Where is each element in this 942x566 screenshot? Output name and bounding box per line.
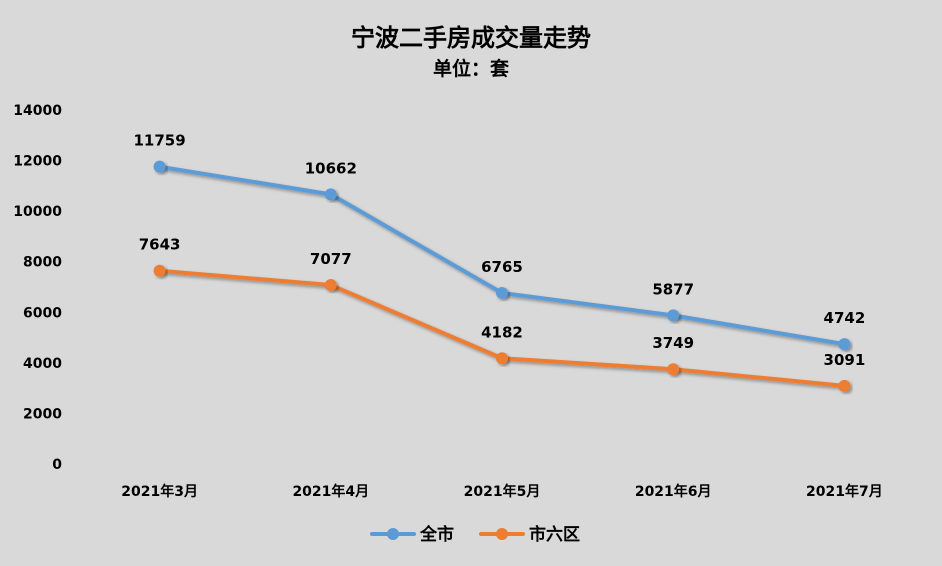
chart-subtitle: 单位：套 — [433, 57, 510, 80]
data-point-series-1 — [496, 352, 508, 365]
data-point-series-0 — [324, 188, 337, 201]
data-point-series-0 — [838, 338, 851, 351]
legend: 全市 市六区 — [370, 524, 580, 545]
data-point-series-0 — [496, 286, 508, 299]
data-label-series-0: 10662 — [305, 159, 357, 177]
legend-marker-0 — [387, 528, 399, 540]
chart-title: 宁波二手房成交量走势 — [351, 24, 591, 52]
y-tick-label: 0 — [52, 457, 62, 473]
y-tick-label: 4000 — [23, 356, 62, 372]
y-tick-label: 14000 — [13, 103, 62, 119]
y-tick-label: 6000 — [23, 305, 62, 321]
data-label-series-1: 3749 — [652, 334, 694, 352]
legend-label-0: 全市 — [419, 524, 454, 545]
y-tick-label: 10000 — [13, 204, 62, 220]
data-point-series-1 — [838, 379, 851, 392]
data-point-series-1 — [324, 279, 337, 292]
data-label-series-1: 7077 — [310, 250, 352, 268]
data-label-series-0: 11759 — [134, 132, 186, 150]
y-tick-label: 8000 — [23, 255, 62, 271]
y-tick-label: 12000 — [13, 154, 62, 170]
data-label-series-0: 4742 — [824, 309, 866, 327]
x-tick-label: 2021年7月 — [806, 483, 883, 500]
data-label-series-1: 4182 — [481, 323, 523, 341]
data-point-series-1 — [667, 363, 680, 376]
x-axis-ticks: 2021年3月 2021年4月 2021年5月 2021年6月 2021年7月 — [121, 483, 883, 500]
x-tick-label: 2021年5月 — [464, 483, 541, 500]
series-line-0 — [157, 164, 847, 347]
data-point-series-1 — [153, 264, 166, 277]
legend-label-1: 市六区 — [529, 524, 580, 545]
y-axis-ticks: 0 2000 4000 6000 8000 10000 12000 14000 — [13, 103, 62, 473]
data-label-series-1: 7643 — [139, 236, 181, 254]
data-label-series-0: 5877 — [652, 280, 694, 298]
series-layer — [153, 160, 851, 392]
data-labels: 11759 10662 6765 5877 4742 7643 7077 4182 3749 30… — [134, 132, 866, 369]
x-tick-label: 2021年3月 — [121, 483, 198, 500]
y-tick-label: 2000 — [23, 406, 62, 422]
legend-marker-1 — [496, 528, 508, 540]
data-point-series-0 — [153, 160, 166, 173]
x-tick-label: 2021年6月 — [635, 483, 712, 500]
data-label-series-0: 6765 — [481, 258, 523, 276]
data-point-series-0 — [667, 309, 680, 322]
data-label-series-1: 3091 — [824, 351, 866, 369]
x-tick-label: 2021年4月 — [292, 483, 369, 500]
